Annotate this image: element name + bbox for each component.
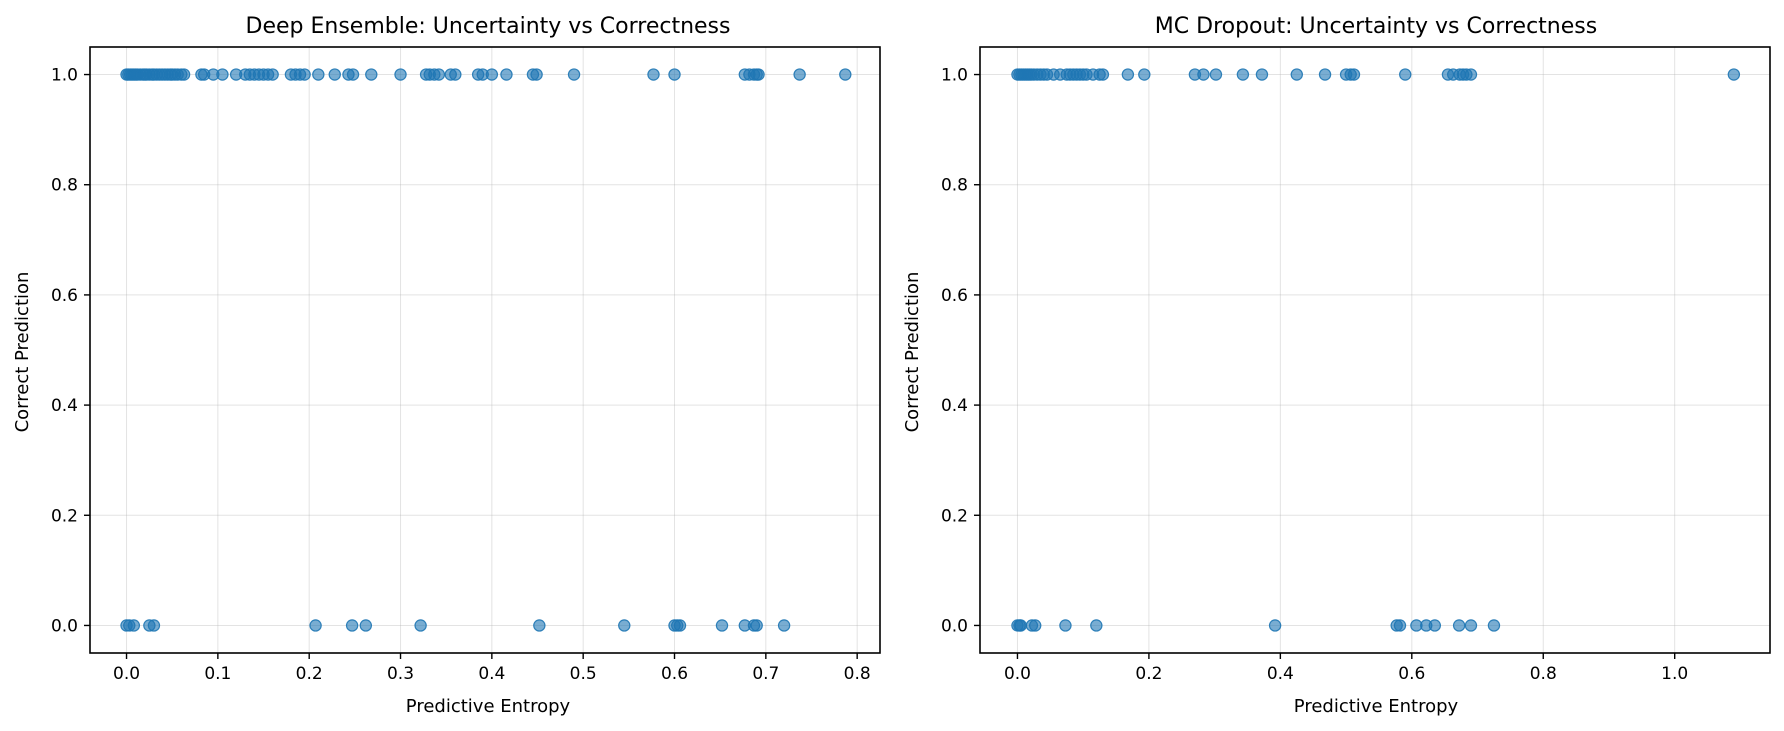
- data-point-correct: [793, 68, 806, 81]
- y-tick-label: 0.4: [51, 396, 78, 416]
- data-point-incorrect: [618, 619, 631, 632]
- data-point-incorrect: [1014, 619, 1027, 632]
- grid-deep-ensemble: [90, 47, 880, 653]
- data-point-correct: [1347, 68, 1361, 81]
- data-point-incorrect: [1268, 619, 1282, 632]
- data-point-incorrect: [1029, 619, 1042, 632]
- data-point-correct: [1096, 68, 1110, 81]
- mc-dropout-panel: MC Dropout: Uncertainty vs Correctness P…: [902, 14, 1771, 717]
- data-point-incorrect: [1393, 619, 1407, 632]
- data-point-incorrect: [147, 619, 161, 632]
- ticks-mc-dropout: 0.0 0.2 0.4 0.6 0.8 1.0 0.0 0.2 0.4 0.6 0.8 1.0: [941, 66, 1688, 684]
- data-point-correct: [752, 68, 765, 81]
- grid-mc-dropout: [980, 47, 1770, 653]
- ticks-deep-ensemble: 0.0 0.1 0.2 0.3 0.4 0.5 0.6 0.7 0.8 0.0 0.2 0.4 0.6 0…: [51, 66, 871, 684]
- y-tick-label: 0.8: [941, 176, 968, 196]
- data-point-incorrect: [345, 619, 359, 632]
- data-point-correct: [216, 68, 229, 81]
- data-point-correct: [266, 68, 279, 81]
- data-point-correct: [1727, 68, 1741, 81]
- data-point-correct: [1209, 68, 1223, 81]
- data-point-correct: [1121, 68, 1135, 81]
- data-point-incorrect: [715, 619, 729, 632]
- data-point-incorrect: [414, 619, 427, 632]
- x-tick-label: 0.6: [661, 664, 688, 684]
- data-point-incorrect: [777, 619, 791, 632]
- y-tick-label: 1.0: [51, 66, 78, 86]
- x-tick-label: 1.0: [1661, 664, 1688, 684]
- data-point-incorrect: [1059, 619, 1072, 632]
- data-point-correct: [1197, 68, 1210, 81]
- data-point-correct: [1318, 68, 1332, 81]
- y-tick-label: 0.4: [941, 396, 968, 416]
- plot-frame-mc-dropout: [979, 46, 1771, 654]
- data-point-correct: [1399, 68, 1412, 81]
- data-point-correct: [668, 68, 681, 81]
- x-axis-label-deep-ensemble: Predictive Entropy: [406, 696, 571, 717]
- data-point-correct: [839, 68, 852, 81]
- data-point-correct: [647, 68, 660, 81]
- data-point-correct: [1236, 68, 1250, 81]
- y-tick-label: 0.2: [51, 506, 78, 526]
- data-point-correct: [500, 68, 513, 81]
- chart-title-mc-dropout: MC Dropout: Uncertainty vs Correctness: [1155, 14, 1597, 39]
- data-point-correct: [328, 68, 341, 81]
- data-point-correct: [365, 68, 378, 81]
- data-point-correct: [1464, 68, 1478, 81]
- data-point-correct: [298, 68, 311, 81]
- x-axis-label-mc-dropout: Predictive Entropy: [1294, 696, 1459, 717]
- data-point-incorrect: [1464, 619, 1478, 632]
- data-point-correct: [432, 68, 446, 81]
- data-point-correct: [312, 68, 325, 81]
- data-point-incorrect: [1428, 619, 1442, 632]
- x-tick-label: 0.0: [113, 664, 140, 684]
- y-tick-label: 0.0: [941, 616, 968, 636]
- y-axis-label-deep-ensemble: Correct Prediction: [12, 272, 33, 433]
- data-point-incorrect: [1452, 619, 1466, 632]
- data-point-correct: [449, 68, 462, 81]
- y-tick-label: 0.0: [51, 616, 78, 636]
- points-deep-ensemble: [120, 68, 852, 632]
- points-mc-dropout: [1011, 68, 1741, 632]
- data-point-incorrect: [750, 619, 763, 632]
- data-point-correct: [394, 68, 407, 81]
- data-point-correct: [530, 68, 543, 81]
- x-tick-label: 0.3: [387, 664, 414, 684]
- x-tick-label: 0.2: [296, 664, 323, 684]
- data-point-correct: [177, 68, 191, 81]
- x-tick-label: 0.4: [1267, 664, 1294, 684]
- deep-ensemble-panel: Deep Ensemble: Uncertainty vs Correctnes…: [12, 14, 881, 717]
- x-tick-label: 0.1: [204, 664, 231, 684]
- y-tick-label: 0.6: [51, 286, 78, 306]
- plot-frame-deep-ensemble: [89, 46, 881, 654]
- data-point-incorrect: [359, 619, 373, 632]
- x-tick-label: 0.2: [1135, 664, 1162, 684]
- data-point-incorrect: [1487, 619, 1501, 632]
- y-axis-label-mc-dropout: Correct Prediction: [902, 272, 923, 433]
- data-point-incorrect: [673, 619, 687, 632]
- y-tick-label: 1.0: [941, 66, 968, 86]
- x-tick-label: 0.5: [570, 664, 597, 684]
- x-tick-label: 0.0: [1004, 664, 1031, 684]
- data-point-incorrect: [309, 619, 322, 632]
- y-tick-label: 0.6: [941, 286, 968, 306]
- data-point-correct: [1255, 68, 1269, 81]
- x-tick-label: 0.6: [1398, 664, 1425, 684]
- data-point-incorrect: [1090, 619, 1103, 632]
- x-tick-label: 0.8: [844, 664, 871, 684]
- x-tick-label: 0.7: [752, 664, 779, 684]
- y-tick-label: 0.8: [51, 176, 78, 196]
- chart-title-deep-ensemble: Deep Ensemble: Uncertainty vs Correctnes…: [246, 14, 731, 39]
- data-point-correct: [567, 68, 581, 81]
- data-point-incorrect: [533, 619, 546, 632]
- data-point-correct: [1138, 68, 1151, 81]
- data-point-correct: [1290, 68, 1303, 81]
- x-tick-label: 0.8: [1530, 664, 1557, 684]
- data-point-correct: [485, 68, 499, 81]
- data-point-incorrect: [127, 619, 141, 632]
- y-tick-label: 0.2: [941, 506, 968, 526]
- x-tick-label: 0.4: [478, 664, 505, 684]
- data-point-correct: [346, 68, 360, 81]
